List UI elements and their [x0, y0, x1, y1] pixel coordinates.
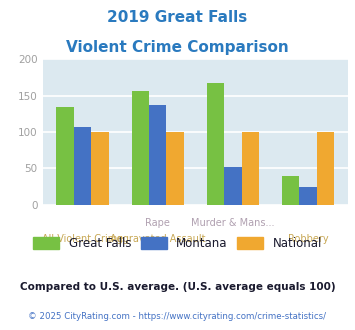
- Bar: [149, 105, 166, 205]
- Text: © 2025 CityRating.com - https://www.cityrating.com/crime-statistics/: © 2025 CityRating.com - https://www.city…: [28, 312, 327, 321]
- Text: Compared to U.S. average. (U.S. average equals 100): Compared to U.S. average. (U.S. average …: [20, 282, 335, 292]
- Text: Rape: Rape: [145, 218, 170, 228]
- Text: Murder & Mans...: Murder & Mans...: [191, 218, 274, 228]
- Text: Violent Crime Comparison: Violent Crime Comparison: [66, 40, 289, 54]
- Bar: [317, 132, 334, 205]
- Bar: [166, 132, 184, 205]
- Bar: [91, 132, 109, 205]
- Text: Aggravated Assault: Aggravated Assault: [110, 234, 206, 244]
- Legend: Great Falls, Montana, National: Great Falls, Montana, National: [33, 237, 322, 250]
- Bar: [299, 187, 317, 205]
- Bar: [241, 132, 259, 205]
- Bar: [74, 127, 91, 205]
- Bar: [56, 107, 74, 205]
- Text: All Violent Crime: All Violent Crime: [42, 234, 123, 244]
- Bar: [132, 91, 149, 205]
- Bar: [207, 82, 224, 205]
- Text: 2019 Great Falls: 2019 Great Falls: [107, 10, 248, 25]
- Text: Robbery: Robbery: [288, 234, 328, 244]
- Bar: [224, 167, 241, 205]
- Bar: [282, 176, 299, 205]
